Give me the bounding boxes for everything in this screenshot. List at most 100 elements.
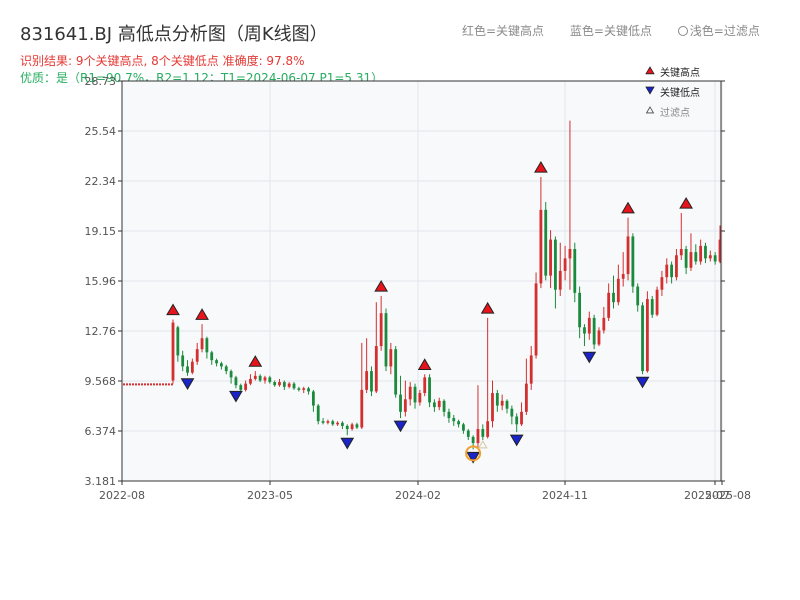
key-low-marker [466, 451, 480, 464]
candle-body [718, 239, 722, 262]
candle-body [341, 422, 344, 426]
candle-body [505, 400, 509, 409]
candle-body [587, 317, 591, 334]
candle-body [413, 386, 417, 403]
candle-body [466, 430, 470, 437]
candle-body [524, 383, 528, 412]
candle-body [278, 382, 281, 386]
hollow-circle-icon [677, 26, 688, 36]
candle-body [631, 236, 635, 287]
chart-title: 831641.BJ 高低点分析图（周K线图） [20, 24, 328, 45]
candle-body [258, 375, 262, 381]
key-high-marker [248, 355, 263, 367]
x-tick-label: 2022-08 [99, 489, 145, 502]
candle-body [679, 248, 683, 256]
candle-body [578, 292, 582, 328]
candle-body [583, 327, 586, 334]
candle-body [287, 383, 291, 387]
candle-body [495, 393, 499, 406]
candle-body [384, 313, 388, 367]
legend-light-text: 浅色=过滤点 [689, 24, 760, 38]
candle-body [297, 388, 301, 390]
candle-body [195, 349, 199, 362]
candle-body [374, 346, 378, 392]
legend-blue-text: 蓝色=关键低点 [569, 24, 652, 38]
candle-body [655, 289, 659, 315]
y-tick-label: 15.96 [85, 275, 117, 288]
key-low-marker [340, 437, 355, 450]
candle-body [263, 377, 267, 381]
key-high-marker [480, 301, 495, 314]
candle-body [665, 264, 669, 278]
y-tick-label: 25.54 [85, 125, 117, 138]
candle-body [442, 400, 446, 412]
candle-body [510, 408, 514, 417]
candle-body [621, 274, 625, 279]
candle-body [370, 371, 373, 392]
legend-red-text: 红色=关键高点 [462, 24, 545, 38]
candle-body [355, 424, 359, 428]
y-tick-label: 22.34 [85, 175, 117, 188]
candle-body [350, 424, 354, 430]
candle-body [365, 371, 369, 390]
candle-body [462, 424, 465, 431]
y-tick-label: 28.73 [85, 75, 117, 88]
candle-body [592, 317, 596, 345]
candle-body [282, 382, 286, 387]
x-tick-label: 2024-11 [542, 489, 588, 502]
candle-body [215, 360, 218, 364]
y-tick-label: 12.76 [85, 325, 117, 338]
candle-body [311, 391, 315, 406]
y-tick-label: 3.181 [85, 475, 117, 488]
candle-body [457, 421, 461, 425]
candle-body [447, 411, 451, 419]
candle-body [452, 418, 456, 422]
candle-body [292, 383, 296, 389]
candle-body [399, 394, 402, 412]
candle-body [331, 421, 335, 425]
candle-body [471, 436, 475, 444]
candles [123, 120, 722, 450]
color-legend: 红色=关键高点 蓝色=关键低点 浅色=过滤点 [462, 22, 800, 39]
legend-high-icon [645, 66, 655, 75]
candle-body [597, 330, 601, 345]
pivot-markers [166, 160, 693, 464]
x-tick-label: 2025-08 [705, 489, 751, 502]
candle-body [249, 378, 252, 384]
candle-body [321, 421, 325, 423]
candle-body [302, 388, 306, 390]
x-axis-ticks: 2022-08 2023-05 2024-02 2024-11 2025-072025-… [99, 481, 751, 502]
candle-body [636, 286, 640, 306]
filtered-point-circle [465, 445, 482, 462]
key-high-marker [417, 358, 432, 370]
candle-body [234, 377, 238, 386]
candle-body [481, 429, 485, 437]
key-high-marker [621, 201, 635, 214]
candle-body [699, 245, 703, 262]
candle-body [684, 248, 688, 268]
candle-body [520, 411, 523, 425]
key-high-marker [679, 196, 693, 209]
candle-body [437, 400, 441, 408]
candle-body [345, 425, 349, 430]
candle-body [602, 317, 606, 331]
x-tick-label: 2023-05 [247, 489, 293, 502]
candle-body [253, 375, 257, 379]
candle-body [558, 270, 562, 290]
candle-body [645, 299, 649, 372]
candle-body [704, 245, 707, 259]
candle-body [244, 383, 248, 390]
candle-body [607, 292, 611, 318]
candle-body [539, 209, 543, 284]
key-low-marker [393, 420, 408, 433]
y-axis-ticks: 3.181 6.374 9.568 12.76 15.96 19.15 22.34 25.54… [85, 75, 725, 488]
candle-body [616, 278, 620, 303]
candle-body [307, 388, 310, 392]
key-low-marker [582, 351, 597, 364]
candle-body [713, 255, 717, 262]
candle-body [336, 422, 339, 425]
candle-body [694, 252, 698, 262]
candle-body [534, 283, 538, 356]
legend-light-item: 浅色=过滤点 [677, 24, 782, 38]
